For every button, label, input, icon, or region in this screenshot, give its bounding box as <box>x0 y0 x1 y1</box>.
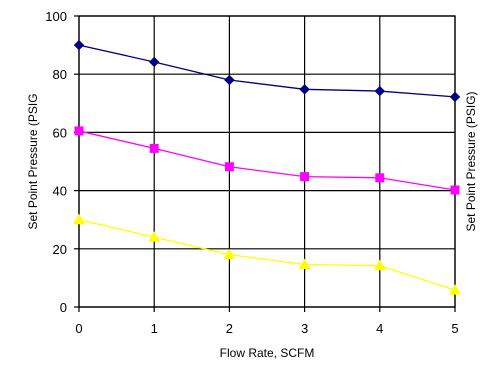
series-line <box>78 219 456 291</box>
y-tick-label: 20 <box>53 242 67 257</box>
square-marker <box>74 126 84 136</box>
diamond-marker <box>73 39 85 51</box>
triangle-marker <box>148 231 161 242</box>
square-marker <box>224 162 234 172</box>
diamond-marker <box>449 91 461 103</box>
grid <box>74 15 456 312</box>
series-line <box>78 130 456 191</box>
square-marker <box>375 173 385 183</box>
plot-area <box>78 15 456 308</box>
x-tick-label: 2 <box>226 321 233 336</box>
triangle-marker <box>223 248 236 260</box>
triangle-marker <box>73 213 85 225</box>
diamond-marker <box>148 56 160 68</box>
y-tick-label: 40 <box>53 184 67 199</box>
x-tick-label: 0 <box>75 321 82 336</box>
series-3 <box>73 213 461 295</box>
diamond-marker <box>374 85 386 97</box>
triangle-marker <box>373 259 386 271</box>
triangle-marker <box>449 284 461 295</box>
x-tick-labels: 0 1 2 3 4 5 <box>75 321 458 336</box>
triangle-marker <box>298 258 311 270</box>
series-1 <box>73 39 461 103</box>
y-axis-label-right: Set Point Pressure (PSIG) <box>464 91 478 231</box>
y-tick-label: 0 <box>60 300 67 315</box>
y-tick-label: 60 <box>53 125 67 140</box>
x-axis-label: Flow Rate, SCFM <box>220 346 315 360</box>
square-marker <box>149 143 159 153</box>
y-tick-label: 80 <box>53 67 67 82</box>
square-marker <box>450 185 460 195</box>
y-tick-labels: 0 20 40 60 80 100 <box>45 9 67 315</box>
series-line <box>78 44 456 98</box>
series-2 <box>74 126 460 195</box>
square-marker <box>300 172 310 182</box>
x-tick-label: 5 <box>451 321 458 336</box>
x-tick-label: 1 <box>151 321 158 336</box>
x-tick-label: 4 <box>376 321 383 336</box>
x-tick-label: 3 <box>301 321 308 336</box>
diamond-marker <box>224 74 235 86</box>
y-tick-label: 100 <box>45 9 67 24</box>
y-axis-label-left: Set Point Pressure (PSIG <box>26 93 40 229</box>
diamond-marker <box>299 84 310 95</box>
series-layer <box>73 39 461 295</box>
